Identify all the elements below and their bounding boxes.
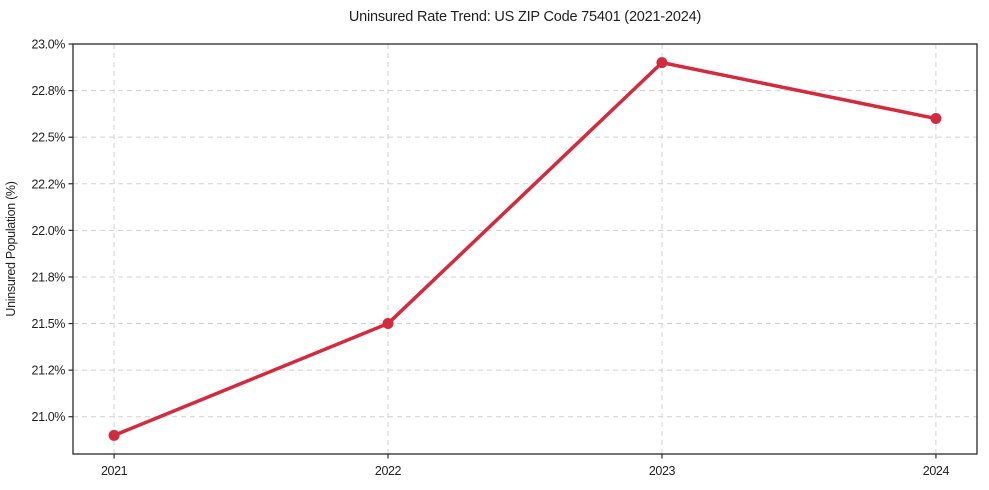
- y-tick-label: 21.0%: [32, 410, 66, 424]
- axes-frame: [72, 43, 978, 455]
- y-axis-label: Uninsured Population (%): [4, 181, 18, 316]
- x-tick-label: 2023: [649, 464, 676, 478]
- y-tick-label: 22.8%: [32, 84, 66, 98]
- chart-title: Uninsured Rate Trend: US ZIP Code 75401 …: [349, 9, 701, 25]
- data-point-marker: [382, 318, 394, 330]
- data-point-marker: [108, 429, 120, 441]
- y-tick-label: 22.2%: [32, 177, 66, 191]
- data-series: [108, 57, 942, 441]
- trend-line: [112, 60, 938, 438]
- y-tick-label: 21.8%: [32, 270, 66, 284]
- y-tick-label: 22.5%: [32, 131, 66, 145]
- x-tick-label: 2022: [375, 464, 402, 478]
- data-point-marker: [656, 57, 668, 69]
- gridlines: [73, 43, 977, 454]
- data-point-marker: [930, 113, 942, 125]
- y-tick-label: 23.0%: [32, 38, 66, 52]
- y-tick-label: 21.5%: [32, 317, 66, 331]
- y-tick-label: 21.2%: [32, 364, 66, 378]
- axis-ticks: [68, 43, 937, 459]
- tick-labels: 21.0% 21.2% 21.5% 21.8% 22.0% 22.2% 22.5% 22.8%…: [32, 38, 950, 479]
- y-tick-label: 22.0%: [32, 224, 66, 238]
- plot-frame: [72, 43, 978, 455]
- x-tick-label: 2024: [923, 464, 950, 478]
- x-tick-label: 2021: [101, 464, 128, 478]
